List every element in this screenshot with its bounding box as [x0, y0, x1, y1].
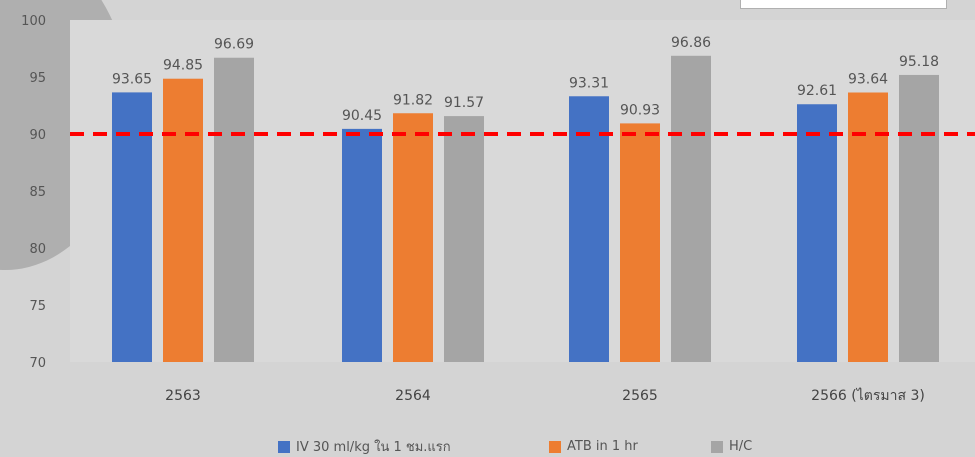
legend-label: ATB in 1 hr [567, 439, 638, 454]
bar-2-1 [163, 78, 203, 363]
category-label: 2563 [165, 388, 201, 404]
legend-label: IV 30 ml/kg ใน 1 ชม.แรก [296, 440, 451, 455]
data-label: 96.69 [214, 37, 254, 53]
data-label: 93.31 [569, 75, 609, 91]
legend-swatch [711, 440, 723, 453]
bar-1-4 [797, 104, 837, 362]
legend-swatch [549, 440, 561, 453]
bar-1-1 [112, 92, 152, 362]
y-tick-label: 100 [21, 14, 46, 29]
data-label-group: 93.65 90.45 93.31 92.61 94.85 91.82 90.93 93.64… [112, 35, 939, 124]
data-label: 90.45 [342, 108, 382, 124]
legend-item: ATB in 1 hr [549, 439, 638, 454]
corner-box-decoration [740, 0, 947, 9]
category-label: 2565 [622, 388, 658, 404]
data-label: 96.86 [671, 35, 711, 51]
bar-3-2 [444, 116, 484, 363]
bar-2-3 [620, 123, 660, 362]
y-tick-label: 95 [29, 71, 46, 86]
y-tick-label: 70 [29, 356, 46, 371]
plot-area [70, 20, 975, 362]
category-label: 2564 [395, 388, 431, 404]
y-axis-ticks: 100 95 90 85 80 75 70 [21, 14, 46, 371]
legend-item: IV 30 ml/kg ใน 1 ชม.แรก [278, 436, 451, 457]
y-tick-label: 75 [29, 299, 46, 314]
bar-3-4 [899, 74, 939, 362]
legend-swatch [278, 440, 290, 453]
category-label-group: 2563 2564 2565 2566 (ไตรมาส 3) [165, 387, 925, 404]
bar-2-4 [848, 92, 888, 362]
bar-1-3 [569, 96, 609, 363]
bar-1-2 [342, 128, 382, 362]
legend-label: H/C [729, 439, 753, 454]
bar-series-group [112, 55, 939, 363]
data-label: 94.85 [163, 58, 203, 74]
data-label: 90.93 [620, 102, 660, 118]
category-label: 2566 (ไตรมาส 3) [811, 387, 925, 404]
y-tick-label: 80 [29, 242, 46, 257]
data-label: 93.65 [112, 71, 152, 87]
data-label: 91.57 [444, 95, 484, 111]
legend: IV 30 ml/kg ใน 1 ชม.แรก ATB in 1 hr H/C [0, 436, 975, 457]
bar-3-3 [671, 55, 711, 363]
data-label: 91.82 [393, 92, 433, 108]
data-label: 95.18 [899, 54, 939, 70]
data-label: 92.61 [797, 83, 837, 99]
y-tick-label: 90 [29, 128, 46, 143]
legend-item: H/C [711, 439, 752, 454]
bar-2-2 [393, 113, 433, 362]
y-tick-label: 85 [29, 185, 46, 200]
data-label: 93.64 [848, 72, 888, 88]
bar-3-1 [214, 57, 254, 362]
